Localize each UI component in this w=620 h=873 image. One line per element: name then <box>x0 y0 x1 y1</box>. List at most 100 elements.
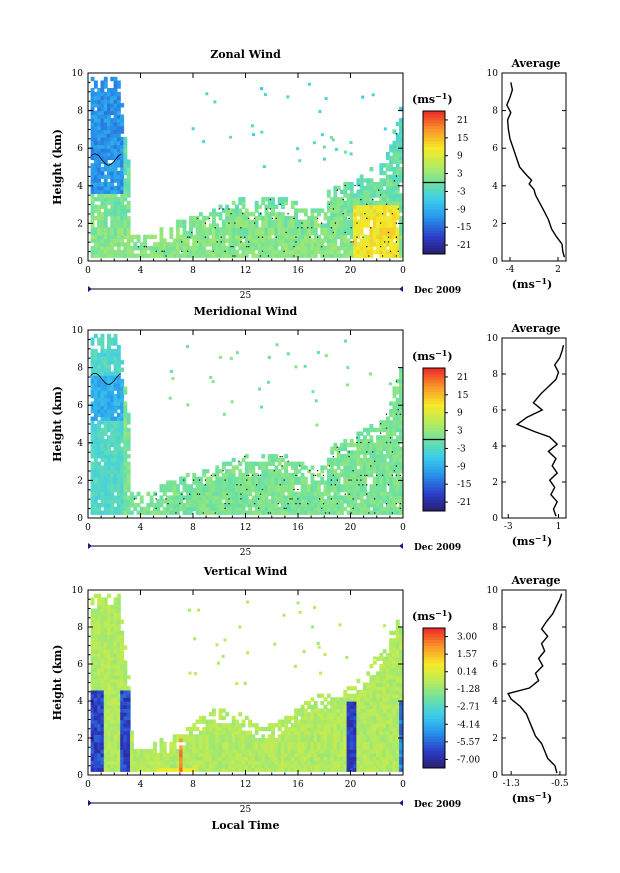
contour-mark <box>338 451 340 453</box>
heatmap-cell <box>231 242 236 247</box>
heatmap-cell <box>385 163 390 168</box>
heatmap-cell <box>258 387 261 391</box>
heatmap-cell <box>123 409 128 414</box>
heatmap-cell <box>399 371 403 376</box>
heatmap-cell <box>116 238 121 243</box>
heatmap-cell <box>100 503 105 508</box>
contour-mark <box>183 498 185 500</box>
heatmap-cell <box>389 215 394 221</box>
heatmap-cell <box>90 730 95 735</box>
colorbar-step <box>423 475 445 479</box>
heatmap-cell <box>356 189 361 194</box>
heatmap-cell <box>159 227 164 232</box>
heatmap-cell <box>382 472 387 478</box>
heatmap-cell <box>143 238 147 243</box>
heatmap-cell <box>189 503 193 508</box>
heatmap-cell <box>169 487 174 493</box>
heatmap-cell <box>349 182 354 187</box>
heatmap-cell <box>241 197 246 202</box>
heatmap-cell <box>107 745 111 750</box>
heatmap-cell <box>103 723 108 728</box>
heatmap-cell <box>389 435 394 440</box>
heatmap-cell <box>326 238 331 243</box>
heatmap-cell <box>182 763 187 769</box>
heatmap-cell <box>382 234 387 240</box>
heatmap-cell <box>146 756 151 761</box>
heatmap-cell <box>100 615 105 621</box>
heatmap-cell <box>303 763 308 769</box>
heatmap-cell <box>395 170 400 176</box>
heatmap-cell <box>215 242 220 247</box>
heatmap-cell <box>116 638 121 643</box>
heatmap-cell <box>251 212 256 217</box>
heatmap-cell <box>330 465 335 470</box>
heatmap-cell <box>97 664 102 669</box>
heatmap-cell <box>202 253 207 258</box>
heatmap-cell <box>97 178 102 183</box>
heatmap-cell <box>379 238 384 243</box>
heatmap-cell <box>241 745 246 750</box>
heatmap-cell <box>280 763 285 769</box>
heatmap-cell <box>379 457 384 463</box>
heatmap-cell <box>353 457 357 463</box>
contour-mark <box>313 474 315 476</box>
heatmap-cell <box>100 397 105 403</box>
heatmap-cell <box>90 645 95 650</box>
heatmap-cell <box>395 457 400 463</box>
heatmap-cell <box>90 393 95 399</box>
date-label: Dec 2009 <box>414 286 461 296</box>
heatmap-cell <box>192 756 197 761</box>
heatmap-cell <box>353 238 357 243</box>
heatmap-cell <box>366 249 371 255</box>
heatmap-cell <box>264 491 269 497</box>
colorbar-step <box>423 131 445 136</box>
heatmap-cell <box>185 503 190 508</box>
heatmap-cell <box>271 219 275 224</box>
heatmap-cell <box>149 246 154 251</box>
heatmap-cell <box>343 215 348 221</box>
heatmap-cell <box>120 630 125 635</box>
heatmap-cell <box>107 763 111 769</box>
heatmap-cell <box>198 234 203 240</box>
heatmap-cell <box>369 246 374 251</box>
heatmap-cell <box>179 760 184 765</box>
heatmap-cell <box>228 495 233 500</box>
heatmap-cell <box>93 763 98 769</box>
heatmap-cell <box>120 367 125 372</box>
heatmap-cell <box>225 499 230 504</box>
heatmap-cell <box>389 442 394 448</box>
heatmap-cell <box>286 352 290 356</box>
heatmap-cell <box>103 208 108 213</box>
heatmap-cell <box>264 487 269 493</box>
heatmap-cell <box>103 734 108 739</box>
heatmap-cell <box>300 712 305 717</box>
heatmap-cell <box>182 510 187 515</box>
heatmap-cell <box>182 745 187 750</box>
heatmap-cell <box>169 246 174 251</box>
heatmap-cell <box>343 150 347 154</box>
heatmap-cell <box>349 215 354 221</box>
heatmap-cell <box>228 745 233 750</box>
heatmap-cell <box>241 756 246 761</box>
heatmap-cell <box>271 760 275 765</box>
heatmap-cell <box>303 230 308 236</box>
contour-mark <box>387 236 390 238</box>
heatmap-cell <box>317 491 321 497</box>
contour-mark <box>378 189 380 191</box>
heatmap-cell <box>116 495 121 500</box>
contour-mark <box>344 231 346 234</box>
heatmap-cell <box>103 693 108 698</box>
heatmap-cell <box>97 238 102 243</box>
heatmap-cell <box>274 223 279 228</box>
heatmap-cell <box>277 457 282 463</box>
heatmap-cell <box>307 495 312 500</box>
profile-y-tick-label: 2 <box>492 219 498 229</box>
heatmap-cell <box>379 185 384 191</box>
heatmap-cell <box>225 734 230 739</box>
heatmap-cell <box>366 439 371 444</box>
heatmap-cell <box>93 99 98 104</box>
heatmap-cell <box>198 506 203 512</box>
heatmap-cell <box>271 238 275 243</box>
heatmap-cell <box>100 200 105 206</box>
heatmap-cell <box>369 510 374 515</box>
